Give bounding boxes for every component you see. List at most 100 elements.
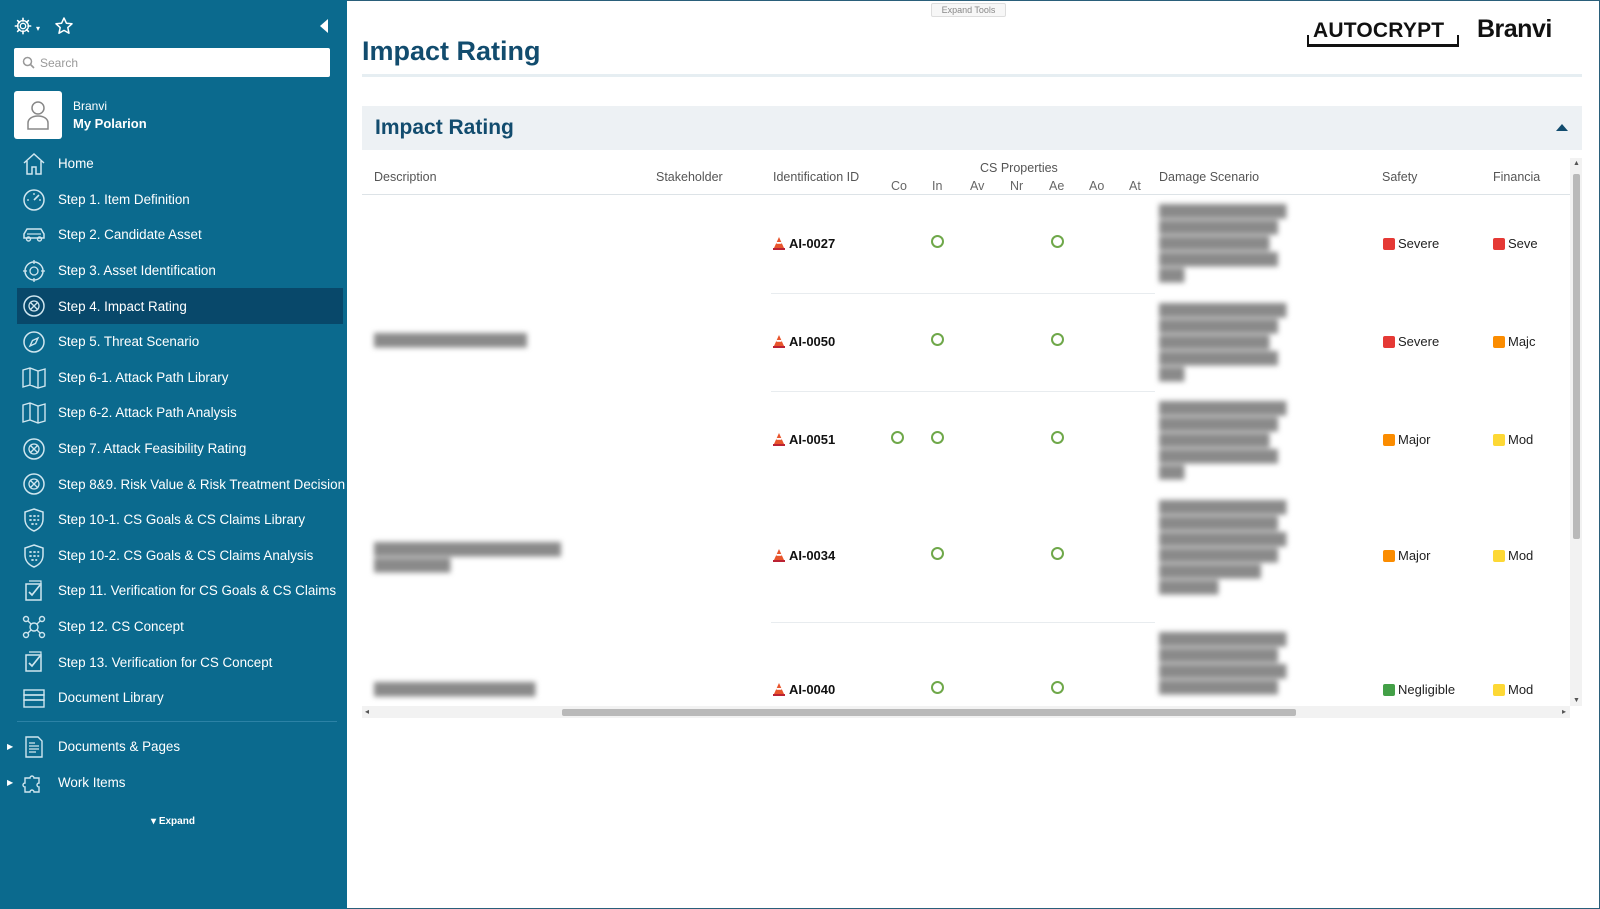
identification-id-cell[interactable]: AI-0050 [773,334,835,349]
col-header-financial[interactable]: Financia [1493,170,1541,184]
sidebar-toolbar: ▾ [14,16,334,38]
concept-nodes-icon [22,615,46,638]
chevron-down-icon[interactable]: ▾ [36,24,41,33]
severity-flag-icon [1383,549,1395,562]
traffic-cone-icon [773,335,785,348]
col-header-ae[interactable]: Ae [1049,179,1065,193]
financial-rating: Mod [1493,548,1533,563]
horizontal-scrollbar[interactable]: ◂ ▸ [362,706,1570,718]
financial-value: Majc [1508,334,1536,349]
expand-button[interactable]: ▾ Expand [151,816,195,827]
traffic-cone-icon [773,433,785,446]
safety-value: Major [1398,432,1431,447]
sidebar-item-step-10-2[interactable]: Step 10-2. CS Goals & CS Claims Analysis [17,538,343,574]
vertical-scroll-thumb[interactable] [1573,174,1580,539]
autocrypt-logo: AUTOCRYPT [1307,17,1459,47]
col-header-at[interactable]: At [1129,179,1141,193]
table-row[interactable]: ██████████████████████ █████████ AI-0034 … [362,491,1570,623]
expand-tools-button[interactable]: Expand Tools [931,3,1006,17]
horizontal-scroll-thumb[interactable] [562,709,1296,716]
main-content: Expand Tools AUTOCRYPT Branvi Impact Rat… [347,0,1600,909]
col-header-identification-id[interactable]: Identification ID [773,170,860,184]
sidebar-item-label: Step 5. Threat Scenario [58,334,200,350]
identification-id-cell[interactable]: AI-0040 [773,682,835,697]
sidebar-item-step-11[interactable]: Step 11. Verification for CS Goals & CS … [17,573,343,609]
collapse-section-icon[interactable] [1556,124,1568,131]
sidebar-item-label: Step 4. Impact Rating [58,298,187,314]
collapse-sidebar-icon[interactable] [318,18,330,34]
col-header-ao[interactable]: Ao [1089,179,1105,193]
col-header-safety[interactable]: Safety [1382,170,1418,184]
safety-rating: Major [1383,432,1431,447]
cs-property-in-marker [931,235,944,248]
expand-arrow-icon[interactable]: ▶ [7,778,14,787]
col-header-description[interactable]: Description [374,170,437,184]
map-icon [22,402,46,424]
safety-rating: Severe [1383,236,1439,251]
traffic-cone-icon [773,683,785,696]
sidebar-item-label: Step 2. Candidate Asset [58,227,202,243]
table-row[interactable]: ██████████████████ AI-0050 █████████████… [362,294,1570,392]
expand-label: Expand [158,816,195,827]
col-header-co[interactable]: Co [891,179,907,193]
identification-id-cell[interactable]: AI-0027 [773,236,835,251]
sidebar-item-step-2[interactable]: Step 2. Candidate Asset [17,217,343,253]
autocrypt-logo-text: AUTOCRYPT [1313,19,1445,42]
sidebar-item-step-13[interactable]: Step 13. Verification for CS Concept [17,644,343,680]
identification-id: AI-0027 [789,236,836,251]
documents-icon [25,736,43,758]
branvi-logo: Branvi [1477,15,1552,43]
search-input[interactable] [40,52,320,73]
severity-flag-icon [1493,433,1505,446]
sidebar-item-label: Step 10-1. CS Goals & CS Claims Library [58,512,306,528]
table-row[interactable]: ███████████████████ AI-0040 ████████████… [362,623,1570,706]
expand-arrow-icon[interactable]: ▶ [7,742,14,751]
financial-rating: Mod [1493,682,1533,697]
col-header-damage-scenario[interactable]: Damage Scenario [1159,170,1260,184]
table-row[interactable]: AI-0051 ███████████████ ██████████████ ███… [362,392,1570,491]
my-polarion-link[interactable]: My Polarion [73,116,147,131]
section-title: Impact Rating [375,116,514,139]
sidebar-item-step-8-9[interactable]: Step 8&9. Risk Value & Risk Treatment De… [17,466,346,502]
scroll-right-icon[interactable]: ▸ [1561,707,1566,716]
damage-scenario-redacted: ███████████████ ██████████████ ███████████… [1159,204,1287,282]
sidebar-item-step-1[interactable]: Step 1. Item Definition [17,182,343,218]
cs-property-ae-marker [1051,333,1064,346]
sidebar-item-step-6-1[interactable]: Step 6-1. Attack Path Library [17,360,343,396]
title-divider [362,74,1582,77]
sidebar-item-step-10-1[interactable]: Step 10-1. CS Goals & CS Claims Library [17,502,343,538]
sidebar-nav: Home Step 1. Item Definition Step 2. Can… [17,146,346,716]
sidebar-item-step-4[interactable]: Step 4. Impact Rating [17,288,343,324]
severity-flag-icon [1493,237,1505,250]
identification-id: AI-0034 [789,548,836,563]
sidebar-item-step-3[interactable]: Step 3. Asset Identification [17,253,343,289]
avatar[interactable] [14,91,62,139]
section-header[interactable]: Impact Rating [362,106,1582,150]
scroll-up-icon[interactable]: ▲ [1573,160,1580,167]
col-header-in[interactable]: In [932,179,943,193]
sidebar-item-document-library[interactable]: Document Library [17,680,343,716]
col-header-stakeholder[interactable]: Stakeholder [656,170,723,184]
identification-id-cell[interactable]: AI-0051 [773,432,835,447]
col-header-cs-properties[interactable]: CS Properties [980,161,1058,175]
sidebar-item-home[interactable]: Home [17,146,343,182]
vertical-scrollbar[interactable]: ▲ ▼ [1570,158,1582,706]
financial-value: Mod [1508,682,1534,697]
scroll-down-icon[interactable]: ▼ [1573,697,1580,704]
scroll-left-icon[interactable]: ◂ [365,707,370,716]
star-icon[interactable] [54,16,74,36]
sidebar-item-label: Step 8&9. Risk Value & Risk Treatment De… [58,476,346,492]
sidebar-item-step-12[interactable]: Step 12. CS Concept [17,609,343,645]
severity-flag-icon [1383,683,1395,696]
col-header-av[interactable]: Av [970,179,985,193]
tree-item-work-items[interactable]: ▶ Work Items [0,766,347,800]
cs-property-in-marker [931,333,944,346]
identification-id-cell[interactable]: AI-0034 [773,548,835,563]
tree-item-documents-pages[interactable]: ▶ Documents & Pages [0,730,347,764]
sidebar-item-step-6-2[interactable]: Step 6-2. Attack Path Analysis [17,395,343,431]
table-row[interactable]: AI-0027 ███████████████ ██████████████ ███… [362,195,1570,294]
sidebar-item-step-7[interactable]: Step 7. Attack Feasibility Rating [17,431,343,467]
sidebar-item-step-5[interactable]: Step 5. Threat Scenario [17,324,343,360]
gear-icon[interactable] [14,17,32,35]
col-header-nr[interactable]: Nr [1010,179,1024,193]
